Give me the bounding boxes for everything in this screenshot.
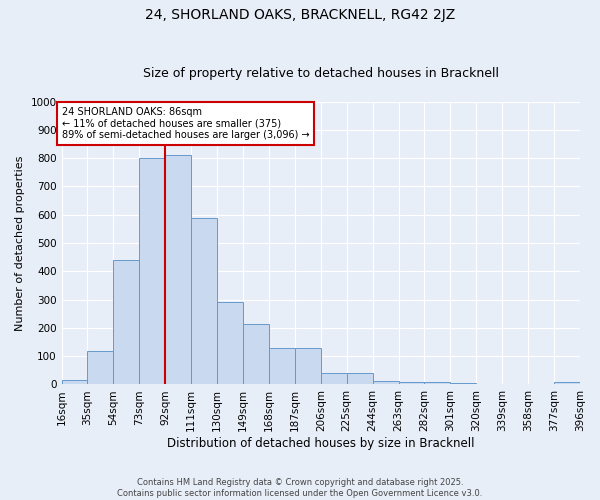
Bar	[269, 348, 295, 385]
Bar	[347, 373, 373, 384]
Bar	[451, 383, 476, 384]
Bar	[321, 372, 347, 384]
Text: 24, SHORLAND OAKS, BRACKNELL, RG42 2JZ: 24, SHORLAND OAKS, BRACKNELL, RG42 2JZ	[145, 8, 455, 22]
Bar	[243, 324, 269, 384]
Bar	[88, 350, 113, 384]
Y-axis label: Number of detached properties: Number of detached properties	[15, 156, 25, 330]
Bar	[398, 382, 424, 384]
Bar	[373, 381, 398, 384]
Text: 24 SHORLAND OAKS: 86sqm
← 11% of detached houses are smaller (375)
89% of semi-d: 24 SHORLAND OAKS: 86sqm ← 11% of detache…	[62, 107, 309, 140]
Title: Size of property relative to detached houses in Bracknell: Size of property relative to detached ho…	[143, 66, 499, 80]
Bar	[191, 218, 217, 384]
Bar	[424, 382, 451, 384]
Bar	[295, 348, 321, 385]
Bar	[554, 382, 580, 384]
Bar	[139, 158, 165, 384]
Bar	[113, 260, 139, 384]
X-axis label: Distribution of detached houses by size in Bracknell: Distribution of detached houses by size …	[167, 437, 475, 450]
Text: Contains HM Land Registry data © Crown copyright and database right 2025.
Contai: Contains HM Land Registry data © Crown c…	[118, 478, 482, 498]
Bar	[62, 380, 88, 384]
Bar	[217, 302, 243, 384]
Bar	[165, 156, 191, 384]
